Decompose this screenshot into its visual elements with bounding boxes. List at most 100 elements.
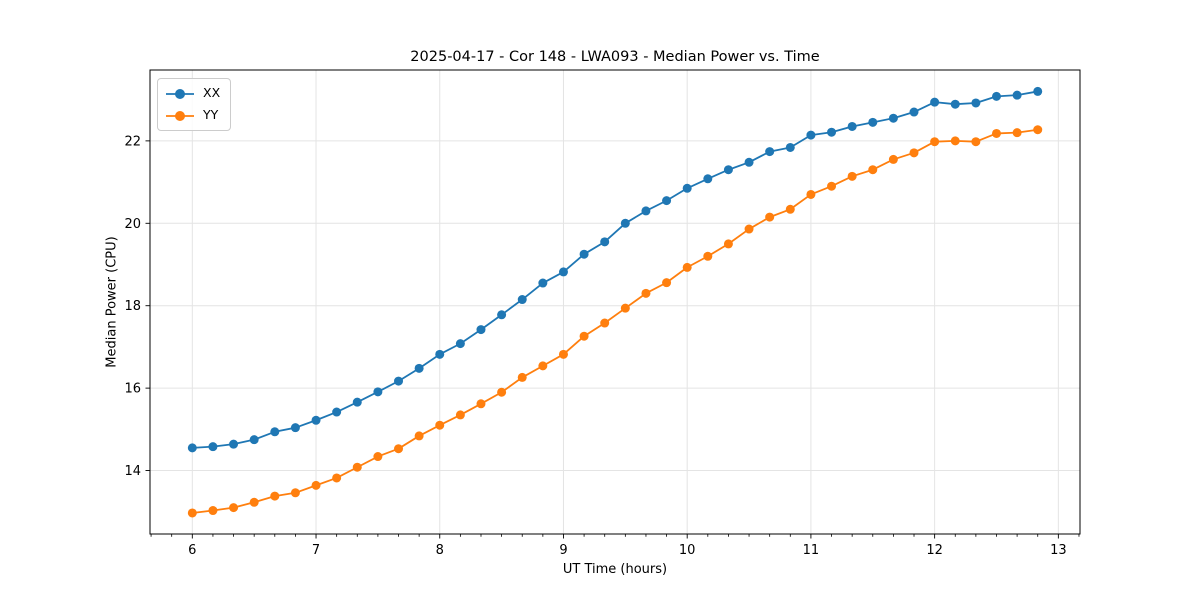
yy-data-point: [332, 473, 342, 483]
yy-data-point: [600, 318, 610, 328]
yy-data-point: [806, 189, 816, 199]
xx-data-point: [332, 407, 342, 417]
yy-data-point: [723, 239, 733, 249]
xx-data-point: [229, 439, 239, 449]
xx-data-point: [187, 443, 197, 453]
legend: XX YY: [157, 78, 232, 131]
yy-data-point: [187, 508, 197, 518]
yy-data-point: [682, 262, 692, 272]
xx-data-point: [270, 427, 280, 437]
yy-data-point: [991, 128, 1001, 138]
yy-data-point: [930, 137, 940, 147]
xx-data-point: [600, 237, 610, 247]
legend-entry-yy: YY: [165, 106, 220, 125]
xx-data-point: [971, 98, 981, 108]
yy-data-point: [208, 506, 218, 516]
yy-data-point: [785, 204, 795, 214]
xx-data-point: [827, 127, 837, 137]
xx-data-point: [620, 218, 630, 228]
x-tick-label: 8: [436, 543, 444, 558]
legend-label-xx: XX: [203, 85, 221, 101]
yy-data-point: [1033, 125, 1043, 135]
xx-data-point: [538, 278, 548, 288]
yy-series-line: [192, 128, 1038, 514]
yy-data-point: [414, 431, 424, 441]
yy-data-point: [558, 349, 568, 359]
x-tick-label: 13: [1050, 543, 1067, 558]
yy-data-point: [249, 497, 259, 507]
yy-data-point: [620, 303, 630, 313]
yy-data-point: [352, 462, 362, 472]
xx-data-point: [868, 117, 878, 127]
xx-data-point: [352, 397, 362, 407]
y-tick-label: 14: [124, 464, 141, 479]
xx-data-point: [517, 295, 527, 305]
xx-data-point: [930, 97, 940, 107]
xx-data-point: [806, 130, 816, 140]
yy-data-point: [888, 154, 898, 164]
yy-data-point: [827, 181, 837, 191]
xx-series-line: [192, 90, 1038, 449]
x-tick-label: 10: [679, 543, 696, 558]
xx-data-point: [1033, 86, 1043, 96]
yy-data-point: [641, 288, 651, 298]
xx-data-point: [249, 435, 259, 445]
yy-data-point: [765, 212, 775, 222]
xx-data-point: [455, 339, 465, 349]
chart-title: 2025-04-17 - Cor 148 - LWA093 - Median P…: [410, 49, 820, 65]
x-tick-label: 9: [559, 543, 567, 558]
xx-data-point: [579, 249, 589, 259]
xx-data-point: [497, 310, 507, 320]
x-tick-label: 6: [188, 543, 196, 558]
yy-line-marker-icon: [166, 110, 194, 121]
yy-data-point: [497, 387, 507, 397]
y-axis-label: Median Power (CPU): [104, 236, 120, 368]
yy-data-point: [1012, 128, 1022, 138]
legend-entry-xx: XX: [165, 84, 220, 103]
yy-data-point: [579, 331, 589, 341]
xx-data-point: [435, 349, 445, 359]
xx-data-point: [847, 121, 857, 131]
x-tick-label: 7: [312, 543, 320, 558]
xx-data-point: [909, 107, 919, 117]
yy-data-point: [538, 361, 548, 371]
xx-data-point: [476, 325, 486, 335]
yy-data-point: [662, 278, 672, 288]
yy-data-point: [394, 444, 404, 454]
y-tick-label: 20: [124, 217, 141, 232]
xx-data-point: [208, 442, 218, 452]
yy-data-point: [270, 491, 280, 501]
yy-data-point: [703, 251, 713, 261]
xx-data-point: [394, 376, 404, 386]
yy-data-point: [290, 488, 300, 498]
axes-spines: [149, 69, 1081, 535]
yy-data-point: [311, 480, 321, 490]
yy-data-point: [868, 165, 878, 175]
y-tick-label: 16: [124, 382, 141, 397]
x-axis-label: UT Time (hours): [562, 562, 668, 577]
yy-data-point: [950, 136, 960, 146]
xx-data-point: [744, 157, 754, 167]
yy-data-point: [435, 420, 445, 430]
xx-data-point: [414, 363, 424, 373]
xx-data-point: [723, 165, 733, 175]
xx-data-point: [703, 174, 713, 184]
yy-data-point: [744, 224, 754, 234]
yy-data-point: [971, 137, 981, 147]
x-tick-label: 11: [803, 543, 820, 558]
xx-data-point: [311, 415, 321, 425]
xx-data-point: [641, 206, 651, 216]
xx-data-point: [765, 147, 775, 157]
xx-line-marker-icon: [166, 88, 194, 99]
xx-data-point: [373, 387, 383, 397]
x-tick-label: 12: [926, 543, 943, 558]
yy-data-point: [909, 148, 919, 158]
xx-data-point: [785, 142, 795, 152]
xx-data-point: [1012, 90, 1022, 100]
legend-label-yy: YY: [203, 107, 219, 123]
yy-data-point: [373, 452, 383, 462]
xx-data-point: [888, 113, 898, 123]
xx-data-point: [682, 183, 692, 193]
